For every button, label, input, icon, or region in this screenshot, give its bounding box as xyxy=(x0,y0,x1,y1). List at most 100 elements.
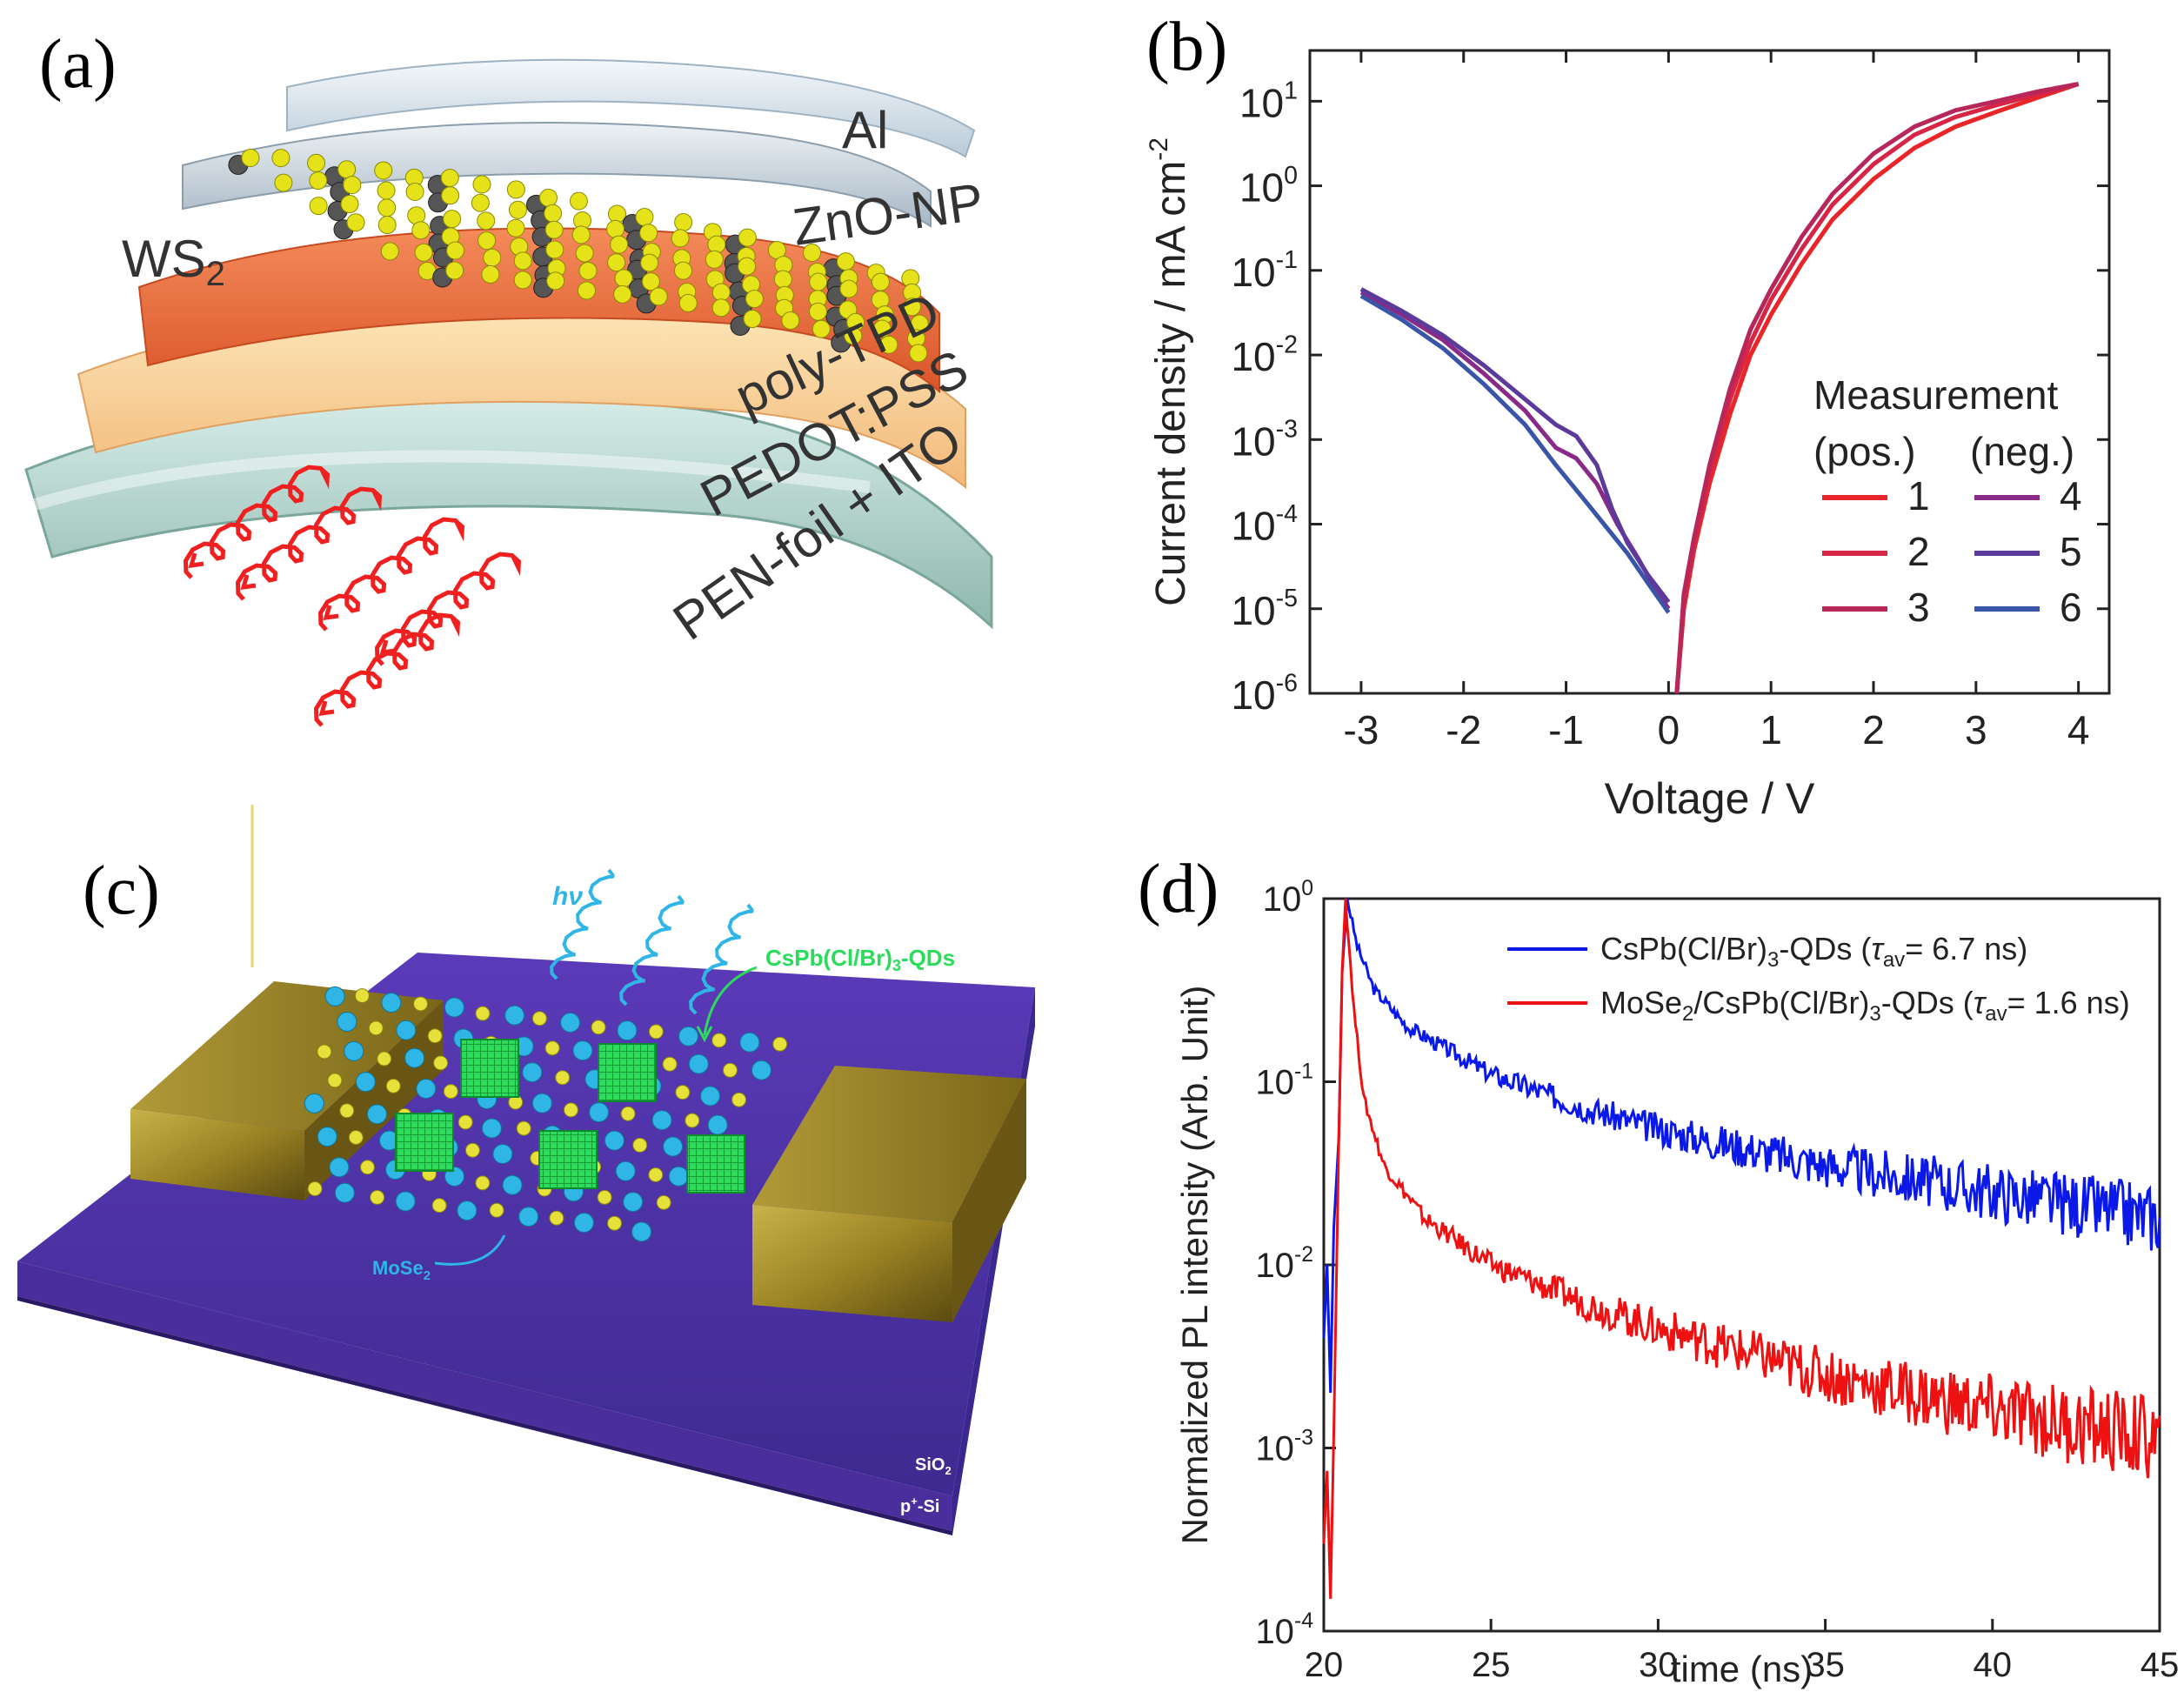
s-atom xyxy=(705,250,724,269)
s-atom xyxy=(506,180,525,199)
legend-label-2: 2 xyxy=(1907,529,1930,574)
s-atom xyxy=(513,251,532,271)
se-atom xyxy=(385,1078,401,1093)
se-atom xyxy=(475,1006,491,1021)
legend-label-5: 5 xyxy=(2060,529,2082,574)
mo-atom xyxy=(631,1221,652,1242)
s-atom xyxy=(508,200,527,219)
chart-d: 20 25 30 35 40 45 100 10-1 10-2 10-3 10-4 time (ns)… xyxy=(1174,877,2179,1689)
mo-atom xyxy=(651,1110,672,1131)
series-trace-0 xyxy=(1322,898,2161,1394)
y-axis-label: Current density / mA cm-2 xyxy=(1145,137,1194,606)
photon-arrow-4 xyxy=(318,700,335,717)
qd-cube-4 xyxy=(686,1134,745,1194)
se-atom xyxy=(563,1102,578,1118)
y-tick-label: 10-1 xyxy=(1255,1060,1313,1102)
se-atom xyxy=(662,1056,678,1072)
photon-wave-4 xyxy=(313,612,461,727)
panel-c: (c) hν CsPb(Cl/Br)3-QDs MoSe2 xyxy=(17,805,1035,1535)
se-atom xyxy=(354,988,370,1004)
panel-a-label: (a) xyxy=(39,26,117,103)
s-atom xyxy=(673,261,692,280)
s-atom xyxy=(446,241,465,260)
mo-atom xyxy=(751,1060,771,1080)
s-atom xyxy=(578,261,598,280)
s-atom xyxy=(340,195,359,214)
sio2-label: SiO2 xyxy=(915,1455,952,1477)
s-atom xyxy=(471,193,490,212)
s-atom xyxy=(346,213,365,232)
s-atom xyxy=(481,264,500,284)
legend-col-neg: (neg.) xyxy=(1970,429,2074,474)
qd-cube-3 xyxy=(538,1130,598,1189)
s-atom xyxy=(483,248,502,267)
s-atom xyxy=(879,335,898,354)
hv-wave-0 xyxy=(550,868,616,980)
mo-atom xyxy=(623,1192,644,1213)
se-atom xyxy=(555,1070,571,1086)
s-atom xyxy=(513,271,532,290)
chart-b: -3 -2 -1 0 1 2 3 4 101 100 10-1 10-2 10-3 10-4 10-5 10-… xyxy=(1145,49,2111,823)
mo-atom xyxy=(707,1114,728,1135)
panel-d-label: (d) xyxy=(1138,851,1219,927)
layer-zno-np xyxy=(182,122,932,228)
x-axis-label: Voltage / V xyxy=(1605,774,1815,823)
s-atom xyxy=(477,211,496,231)
photon-arrow-3 xyxy=(379,639,396,656)
qd-cubes xyxy=(395,1039,745,1194)
label-ws2: WS2 xyxy=(122,230,225,293)
s-atom xyxy=(575,244,594,263)
legend-label-0: CsPb(Cl/Br)3-QDs (τav= 6.7 ns) xyxy=(1600,931,2027,972)
mo-atom xyxy=(404,1047,425,1068)
se-atom xyxy=(648,1167,664,1182)
mo-atom xyxy=(344,1040,364,1061)
x-tick-label: 25 xyxy=(1472,1646,1511,1684)
mo-atom xyxy=(381,993,402,1013)
x-tick-label: 3 xyxy=(1965,707,1987,752)
y-tick-label: 10-2 xyxy=(1231,331,1298,379)
chart-b-frame xyxy=(1308,49,2111,695)
se-atom xyxy=(458,1114,473,1130)
qd-cube-0 xyxy=(460,1039,519,1098)
se-atom xyxy=(327,1073,343,1088)
s-atom xyxy=(545,240,564,259)
s-atom xyxy=(871,272,890,291)
s-atom xyxy=(613,284,632,304)
se-atom xyxy=(731,1092,747,1107)
legend-label-1: 1 xyxy=(1907,473,1930,518)
panel-d: (d) 20 25 30 35 40 45 100 10-1 10-2 10-3 10-4 time … xyxy=(1138,851,2179,1689)
photon-arrow-2 xyxy=(323,605,339,621)
se-atom xyxy=(544,1040,560,1056)
photon-arrow-0 xyxy=(188,552,204,569)
series-line-5 xyxy=(1359,287,1671,604)
hv-photons xyxy=(550,868,755,1015)
mo-atom xyxy=(416,1079,437,1100)
mo-atom xyxy=(531,1093,552,1114)
se-atom xyxy=(722,1062,738,1078)
se-atom xyxy=(648,1024,664,1040)
mo-atom xyxy=(334,1182,355,1203)
s-atom xyxy=(377,181,396,200)
y-tick-label: 101 xyxy=(1239,77,1298,126)
se-atom xyxy=(475,1175,491,1191)
mo-atom xyxy=(396,1020,417,1040)
se-atom xyxy=(591,1020,606,1035)
s-atom xyxy=(903,298,922,317)
mo-atom xyxy=(615,1160,636,1181)
s-atom xyxy=(443,210,462,229)
x-tick-label: 40 xyxy=(1974,1646,2013,1684)
s-atom xyxy=(571,225,591,244)
se-atom xyxy=(433,1055,449,1071)
s-atom xyxy=(811,319,831,338)
s-atom xyxy=(577,281,596,300)
mo-atom xyxy=(366,1104,387,1125)
mo-atom xyxy=(739,1032,760,1053)
se-atom xyxy=(348,1129,364,1145)
mo-atom xyxy=(572,1040,593,1061)
mo-atom xyxy=(304,1093,324,1114)
panel-b-label: (b) xyxy=(1146,9,1227,85)
s-atom xyxy=(803,244,822,263)
photon-arrow-1 xyxy=(240,574,257,591)
se-atom xyxy=(549,1210,564,1226)
